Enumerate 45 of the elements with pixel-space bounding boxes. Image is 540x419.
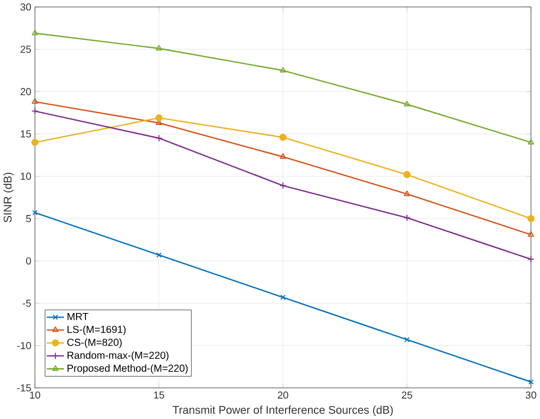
point — [403, 214, 411, 222]
point — [403, 170, 411, 178]
x-tick-label: 25 — [402, 391, 412, 398]
y-tick-label: 0 — [26, 257, 31, 264]
y-tick-label: 20 — [20, 88, 31, 96]
point — [280, 153, 286, 159]
x-tick-label: 30 — [526, 391, 536, 398]
point — [155, 134, 163, 142]
point — [156, 252, 162, 258]
y-tick-label: -10 — [17, 342, 31, 349]
point — [279, 182, 287, 189]
point — [155, 114, 163, 122]
point — [31, 107, 38, 114]
legend-label: Proposed Method-(M=220) — [68, 364, 188, 374]
point — [527, 214, 535, 222]
y-tick-label: 15 — [20, 130, 31, 138]
x-axis-title: Transmit Power of Interference Sources (dB) — [172, 405, 393, 416]
point — [156, 44, 162, 50]
point — [32, 29, 38, 36]
point — [528, 138, 534, 144]
x-tick-label: 20 — [278, 391, 288, 398]
y-tick-label: -15 — [17, 384, 31, 392]
y-tick-label: 30 — [20, 3, 31, 10]
legend-label: LS-(M=1691) — [68, 325, 126, 335]
legend-label: CS-(M=820) — [67, 338, 122, 348]
point — [32, 210, 38, 216]
point — [279, 134, 287, 141]
point — [404, 336, 410, 342]
point — [404, 190, 410, 196]
point — [280, 66, 286, 72]
y-tick-label: 25 — [20, 46, 31, 53]
point — [527, 255, 535, 263]
legend-label: Random-max-(M=220) — [68, 351, 168, 361]
point — [31, 138, 38, 146]
x-tick-label: 15 — [154, 391, 164, 398]
point — [280, 294, 286, 300]
y-tick-label: 5 — [26, 214, 31, 222]
point — [528, 230, 534, 237]
point — [404, 100, 410, 106]
y-tick-label: 10 — [20, 172, 31, 180]
y-tick-label: -5 — [22, 300, 31, 307]
point — [528, 379, 534, 384]
legend-label: MRT — [68, 312, 88, 320]
y-axis-title: SINR (dB) — [3, 172, 14, 222]
point — [32, 98, 38, 104]
